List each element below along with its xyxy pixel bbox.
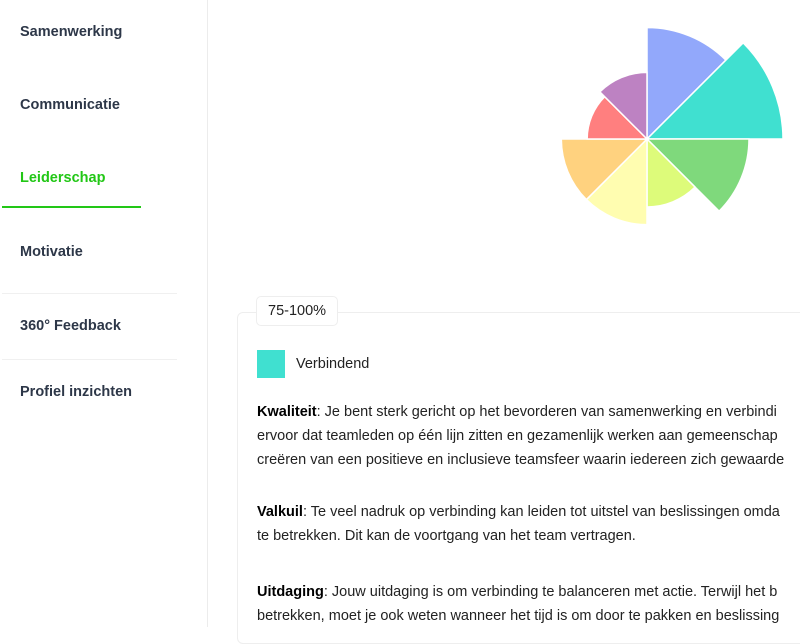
sidebar-item-samenwerking[interactable]: Samenwerking xyxy=(20,24,123,40)
divider xyxy=(2,359,177,360)
chart-segment-1[interactable] xyxy=(645,41,784,140)
sidebar-item-communicatie[interactable]: Communicatie xyxy=(20,97,120,113)
range-badge: 75-100% xyxy=(256,296,339,326)
section-uitdaging: Uitdaging: Jouw uitdaging is om verbindi… xyxy=(257,584,780,624)
active-tab-indicator xyxy=(2,206,141,208)
divider xyxy=(2,293,177,294)
chart-segment-2[interactable] xyxy=(645,138,750,213)
sidebar-item-360-feedback[interactable]: 360° Feedback xyxy=(20,318,121,334)
chart-segment-5[interactable] xyxy=(560,138,649,201)
chart-segment-7[interactable] xyxy=(598,71,648,141)
section-title: Kwaliteit xyxy=(257,404,317,420)
legend-label: Verbindend xyxy=(296,356,370,372)
legend-swatch xyxy=(257,350,285,378)
sidebar-item-motivatie[interactable]: Motivatie xyxy=(20,244,83,260)
section-valkuil: Valkuil: Te veel nadruk op verbinding ka… xyxy=(257,504,780,544)
sidebar-item-profiel-inzichten[interactable]: Profiel inzichten xyxy=(20,384,132,400)
chart-segment-4[interactable] xyxy=(585,137,648,226)
chart-segment-0[interactable] xyxy=(646,26,727,141)
sidebar-item-leiderschap[interactable]: Leiderschap xyxy=(20,170,106,186)
section-title: Valkuil xyxy=(257,504,303,520)
section-kwaliteit: Kwaliteit: Je bent sterk gericht op het … xyxy=(257,404,785,468)
section-title: Uitdaging xyxy=(257,584,324,600)
polar-area-chart xyxy=(560,26,784,226)
sidebar: Samenwerking Communicatie Leiderschap Mo… xyxy=(0,0,208,627)
